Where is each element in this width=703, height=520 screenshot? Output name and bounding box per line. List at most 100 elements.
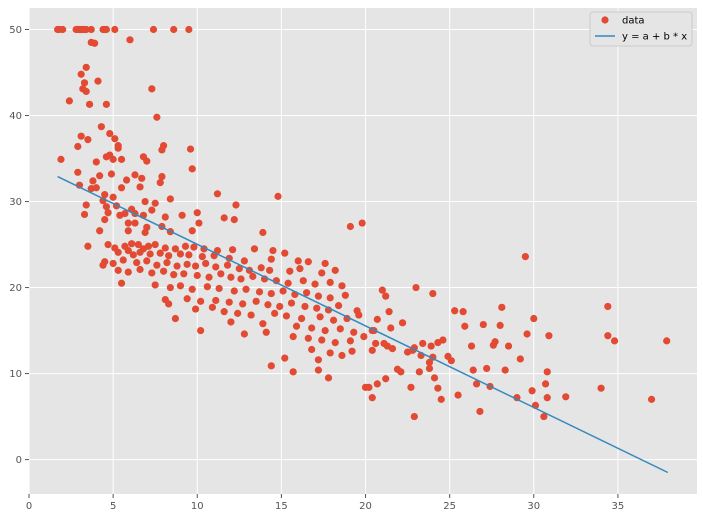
data-point xyxy=(96,172,104,180)
data-point xyxy=(311,280,319,288)
data-point xyxy=(360,332,368,341)
data-point xyxy=(393,365,402,373)
data-point xyxy=(316,313,324,321)
data-point xyxy=(136,183,144,191)
x-tick-label: 35 xyxy=(612,501,625,512)
data-point xyxy=(136,265,144,274)
data-point xyxy=(324,374,333,382)
data-point xyxy=(205,273,213,281)
data-point xyxy=(171,245,179,253)
data-point xyxy=(114,144,122,152)
data-point xyxy=(161,213,169,221)
grid xyxy=(28,8,697,494)
data-point xyxy=(239,300,247,308)
data-point xyxy=(335,302,343,310)
data-point xyxy=(255,288,264,296)
data-point xyxy=(82,201,90,209)
data-point xyxy=(247,311,255,319)
data-point xyxy=(501,366,509,374)
data-point xyxy=(122,176,131,184)
data-point xyxy=(301,302,309,311)
data-point xyxy=(104,209,112,217)
data-point xyxy=(106,129,114,138)
data-point xyxy=(259,228,267,237)
data-point xyxy=(80,210,89,219)
data-point xyxy=(178,211,186,219)
data-point xyxy=(434,384,442,392)
data-point xyxy=(227,318,235,326)
data-point xyxy=(188,227,196,235)
data-series xyxy=(54,25,671,421)
data-point xyxy=(141,197,149,206)
data-point xyxy=(303,289,311,297)
data-point xyxy=(212,263,220,271)
data-point xyxy=(504,342,513,350)
data-point xyxy=(355,311,363,319)
data-point xyxy=(173,262,181,270)
data-point xyxy=(232,201,240,209)
data-point xyxy=(158,172,166,181)
data-point xyxy=(604,332,612,340)
data-point xyxy=(80,79,89,87)
data-point xyxy=(82,87,90,96)
data-point xyxy=(153,113,161,121)
legend: data y = a + b * x xyxy=(589,11,693,47)
data-point xyxy=(543,394,551,402)
data-point xyxy=(240,330,248,338)
data-point xyxy=(314,356,323,364)
data-point xyxy=(195,219,203,227)
data-point xyxy=(148,206,156,214)
data-point xyxy=(308,345,316,354)
y-tick-label: 30 xyxy=(9,197,22,208)
data-point xyxy=(161,244,169,252)
data-point xyxy=(373,315,381,323)
data-point xyxy=(483,364,491,373)
data-point xyxy=(149,25,158,34)
data-point xyxy=(382,375,390,383)
data-point xyxy=(378,286,386,294)
data-point xyxy=(85,100,94,108)
data-point xyxy=(331,266,339,274)
data-point xyxy=(181,242,190,250)
data-point xyxy=(252,297,260,305)
data-point xyxy=(262,328,270,336)
data-point xyxy=(373,380,381,388)
data-point xyxy=(541,380,550,388)
data-point xyxy=(321,326,329,335)
data-point xyxy=(138,174,146,182)
data-point xyxy=(57,155,65,163)
data-point xyxy=(117,279,126,287)
data-point xyxy=(190,243,198,251)
data-point xyxy=(128,240,136,248)
data-point xyxy=(528,387,536,395)
data-point xyxy=(124,227,132,235)
data-point xyxy=(166,195,174,203)
data-point xyxy=(472,380,481,388)
data-point xyxy=(250,245,259,253)
data-point xyxy=(286,267,294,275)
data-point xyxy=(129,251,137,259)
data-point xyxy=(313,304,321,312)
data-point xyxy=(365,383,373,391)
data-point xyxy=(133,259,141,267)
data-point xyxy=(82,25,90,34)
data-point xyxy=(425,358,434,366)
data-point xyxy=(296,265,304,273)
data-point xyxy=(183,260,191,268)
data-point xyxy=(156,249,164,257)
data-point xyxy=(163,259,171,267)
data-point xyxy=(217,270,225,278)
data-point xyxy=(191,262,200,270)
data-point xyxy=(562,393,570,401)
data-point xyxy=(267,255,275,263)
data-point xyxy=(144,242,153,250)
data-point xyxy=(266,266,274,274)
legend-box xyxy=(589,11,693,47)
data-point xyxy=(350,328,358,336)
data-point xyxy=(267,362,275,370)
data-point xyxy=(282,312,291,320)
data-point xyxy=(151,281,159,289)
x-tick-label: 0 xyxy=(26,501,32,512)
data-point xyxy=(183,295,191,303)
data-point xyxy=(299,277,307,285)
